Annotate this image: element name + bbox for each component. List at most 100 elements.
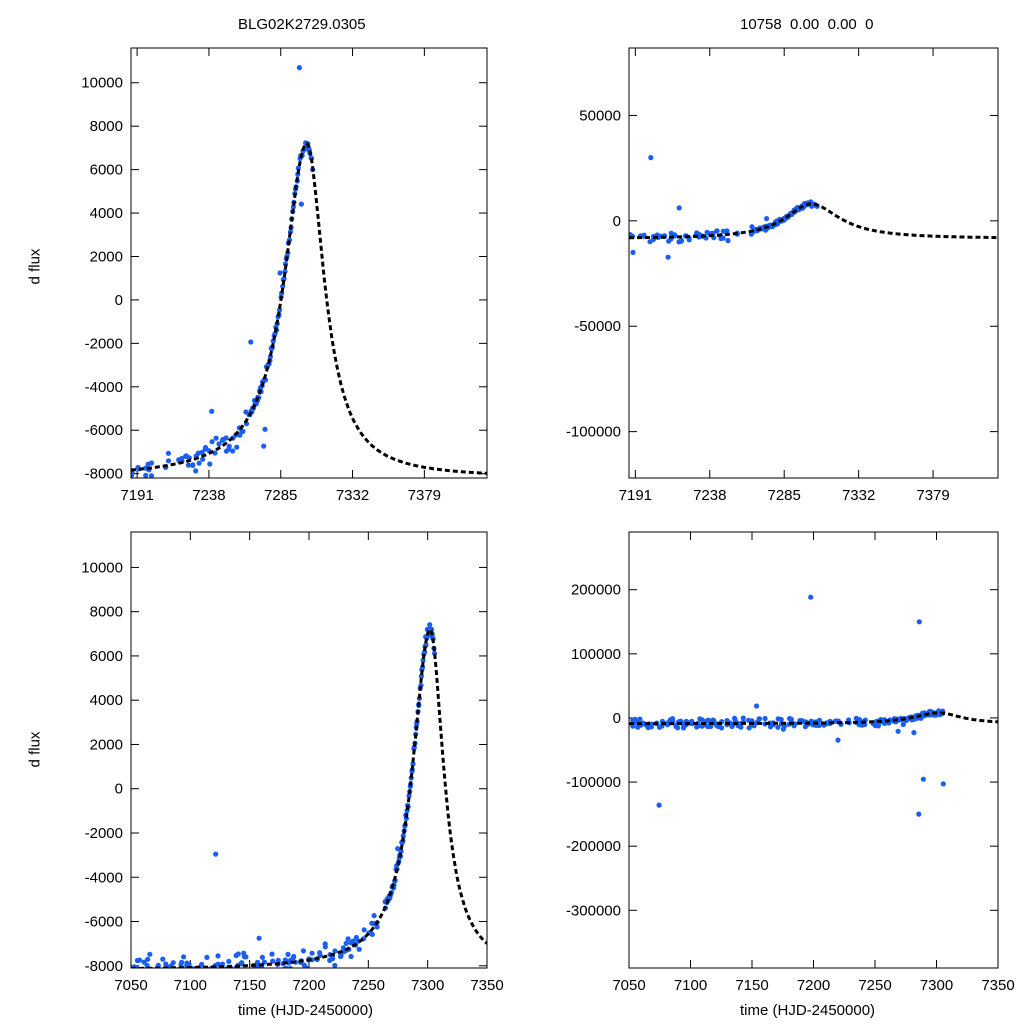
x-tick-label: 7050	[114, 977, 147, 994]
data-point	[144, 962, 150, 968]
y-tick-label: 10000	[81, 75, 123, 92]
data-point	[213, 435, 219, 441]
data-point	[369, 931, 375, 938]
plot-frame	[628, 47, 999, 479]
data-point	[332, 962, 338, 968]
data-point	[940, 781, 946, 787]
y-tick-label: -6000	[85, 422, 123, 439]
y-tick-label: -100000	[566, 424, 621, 441]
data-point	[637, 716, 643, 722]
x-tick-label: 7200	[797, 977, 830, 994]
data-point	[243, 954, 249, 960]
data-point	[678, 237, 684, 243]
data-point	[309, 950, 315, 956]
data-point	[149, 972, 154, 977]
x-tick-label: 7300	[411, 977, 444, 994]
y-tick-label: 100000	[571, 646, 621, 663]
data-point	[269, 951, 275, 957]
data-point	[816, 717, 823, 723]
data-point	[160, 969, 165, 974]
data-point	[781, 723, 787, 730]
y-tick-label: 2000	[90, 736, 123, 753]
data-point	[170, 970, 175, 975]
data-point	[725, 238, 731, 244]
data-point	[259, 954, 265, 960]
data-point	[317, 950, 323, 956]
y-tick-label: 8000	[90, 604, 123, 621]
data-point	[290, 955, 296, 961]
x-tick-label: 7285	[264, 487, 297, 504]
data-point	[248, 339, 254, 345]
x-tick-label: 7379	[916, 487, 949, 504]
data-point	[165, 458, 172, 464]
x-tick-label: 7300	[920, 977, 953, 994]
data-point	[145, 956, 151, 962]
data-point	[193, 468, 199, 474]
data-point	[304, 970, 309, 975]
x-tick-label: 7150	[735, 977, 768, 994]
data-point	[719, 725, 725, 731]
data-points	[131, 65, 316, 478]
data-point	[204, 954, 210, 961]
data-point	[287, 965, 293, 968]
plot-frame	[130, 531, 488, 969]
data-point	[920, 776, 927, 782]
y-tick-label: 0	[613, 710, 621, 727]
y-tick-label: 200000	[571, 582, 621, 599]
x-tick-label: 7150	[233, 977, 266, 994]
data-point	[209, 408, 215, 414]
data-point	[322, 941, 328, 947]
data-point	[157, 976, 162, 981]
data-point	[756, 716, 762, 722]
x-tick-label: 7332	[336, 487, 369, 504]
x-tick-label: 7050	[612, 977, 645, 994]
data-point	[196, 460, 202, 466]
data-point	[298, 201, 304, 207]
x-tick-label: 7238	[192, 487, 225, 504]
data-point	[165, 450, 171, 456]
data-point	[429, 626, 435, 633]
plot-frame	[628, 531, 999, 969]
data-point	[356, 946, 362, 952]
data-point	[648, 721, 655, 727]
data-point	[686, 237, 692, 243]
y-tick-label: -2000	[85, 335, 123, 352]
data-point	[207, 461, 213, 467]
data-point	[216, 441, 222, 447]
data-point	[875, 723, 882, 729]
x-tick-label: 7200	[292, 977, 325, 994]
data-point	[202, 444, 209, 451]
data-point	[148, 968, 153, 973]
data-point	[169, 970, 174, 975]
data-point	[911, 730, 917, 736]
data-point	[724, 228, 730, 234]
data-point	[895, 728, 901, 734]
data-point	[199, 449, 205, 455]
data-point	[215, 953, 221, 959]
data-point	[296, 65, 302, 71]
data-point	[348, 953, 354, 960]
data-point	[165, 980, 170, 985]
data-point	[199, 961, 205, 967]
y-tick-label: -8000	[85, 466, 123, 483]
x-tick-label: 7285	[768, 487, 801, 504]
y-tick-label: -2000	[85, 825, 123, 842]
data-point	[665, 254, 671, 260]
data-point	[160, 956, 166, 962]
data-point	[669, 716, 676, 722]
y-tick-label: -6000	[85, 914, 123, 931]
data-point	[427, 622, 433, 628]
y-tick-label: 4000	[90, 205, 123, 222]
data-point	[343, 940, 349, 947]
data-points	[131, 622, 438, 985]
x-tick-label: 7250	[352, 977, 385, 994]
data-point	[147, 951, 153, 957]
data-point	[753, 703, 760, 709]
panel-top-right: -100000 -50000 0 50000 7191 7238 7285 7332 7379	[566, 47, 999, 504]
y-tick-label: -200000	[566, 838, 621, 855]
data-point	[256, 935, 262, 941]
data-point	[254, 959, 261, 966]
x-axis-label-left: time (HJD-2450000)	[238, 1002, 374, 1019]
data-point	[303, 965, 310, 968]
data-point	[916, 619, 922, 625]
